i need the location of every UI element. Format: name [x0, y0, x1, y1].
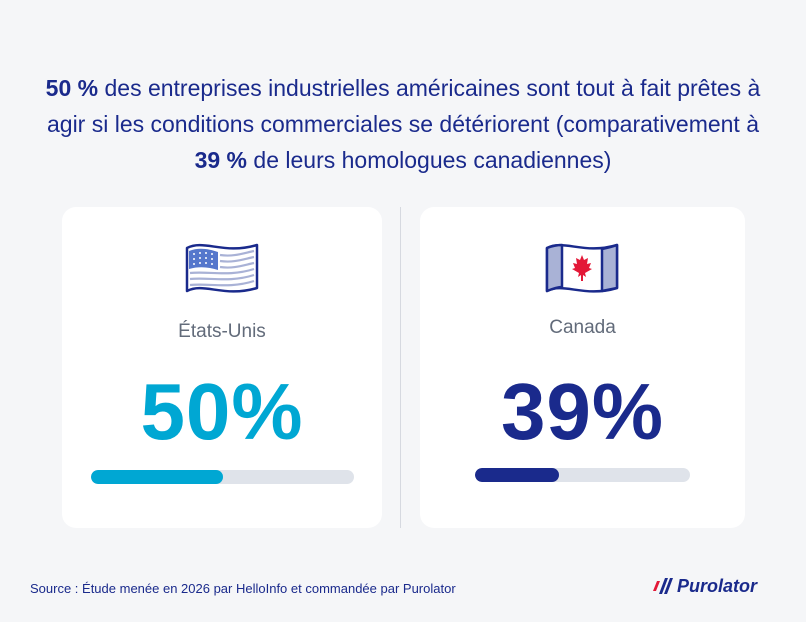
purolator-logo: Purolator — [652, 575, 757, 597]
progress-track-us — [91, 470, 354, 484]
card-divider — [400, 207, 401, 528]
card-us: États-Unis 50% — [62, 207, 382, 528]
headline-us-percent: 50 % — [45, 75, 99, 101]
progress-track-canada — [475, 468, 690, 482]
value-label-us: 50% — [140, 367, 304, 456]
card-canada: Canada 39% — [420, 207, 745, 528]
source-note: Source : Étude menée en 2026 par HelloIn… — [30, 581, 456, 596]
value-label-canada: 39% — [500, 367, 665, 456]
country-label-canada: Canada — [549, 317, 616, 338]
headline-ca-percent: 39 % — [194, 147, 248, 173]
purolator-logo-text: Purolator — [677, 575, 758, 596]
country-label-us: États-Unis — [178, 321, 266, 342]
purolator-slash-icon — [653, 578, 673, 594]
headline-text-end: de leurs homologues canadiennes) — [247, 147, 612, 173]
headline-text: des entreprises industrielles américaine… — [46, 75, 761, 137]
progress-bar-us — [91, 470, 223, 484]
canada-flag-icon — [545, 243, 619, 293]
progress-bar-canada — [475, 468, 559, 482]
us-flag-icon — [185, 243, 259, 293]
headline: 50 % des entreprises industrielles améri… — [40, 70, 766, 178]
